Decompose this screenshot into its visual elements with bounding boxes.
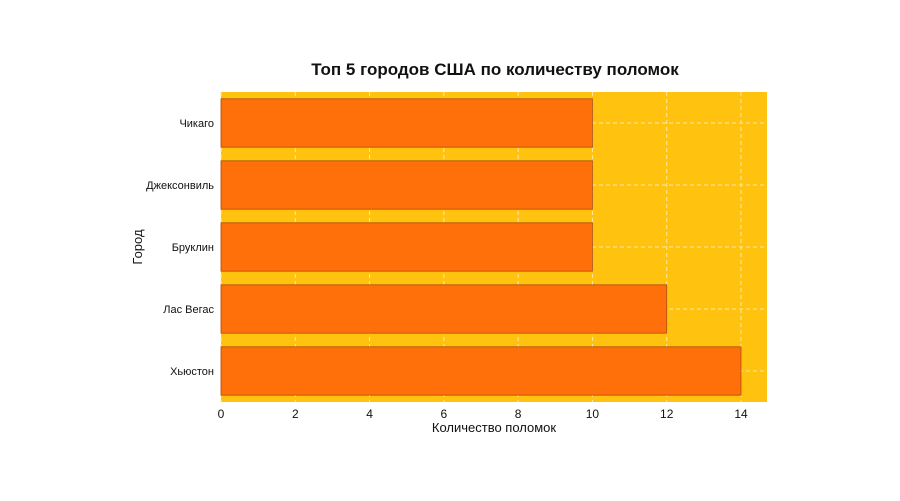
x-tick-label: 14 [734, 407, 748, 421]
x-tick-label: 10 [586, 407, 600, 421]
bar-2 [220, 222, 593, 272]
y-tick-label: Лас Вегас [163, 304, 214, 316]
y-tick-label: Чикаго [179, 118, 214, 130]
x-tick-label: 8 [515, 407, 522, 421]
x-tick-label: 2 [292, 407, 299, 421]
bar-3 [220, 284, 668, 334]
x-tick-labels: 0 2 4 6 8 10 12 14 [218, 407, 748, 421]
x-tick-label: 6 [441, 407, 448, 421]
y-tick-labels: Чикаго Джексонвиль Бруклин Лас Вегас Хьюстон [146, 118, 214, 378]
x-tick-label: 0 [218, 407, 225, 421]
bars [220, 98, 742, 396]
x-tick-label: 12 [660, 407, 674, 421]
bar-1 [220, 160, 593, 210]
y-axis-label: Город [130, 229, 145, 265]
y-tick-label: Бруклин [172, 242, 214, 254]
y-tick-label: Хьюстон [170, 366, 214, 378]
x-axis-label: Количество поломок [432, 420, 557, 435]
bar-0 [220, 98, 593, 148]
chart-title: Топ 5 городов США по количеству поломок [311, 60, 679, 79]
y-tick-label: Джексонвиль [146, 180, 214, 192]
x-tick-label: 4 [366, 407, 373, 421]
bar-4 [220, 346, 742, 396]
